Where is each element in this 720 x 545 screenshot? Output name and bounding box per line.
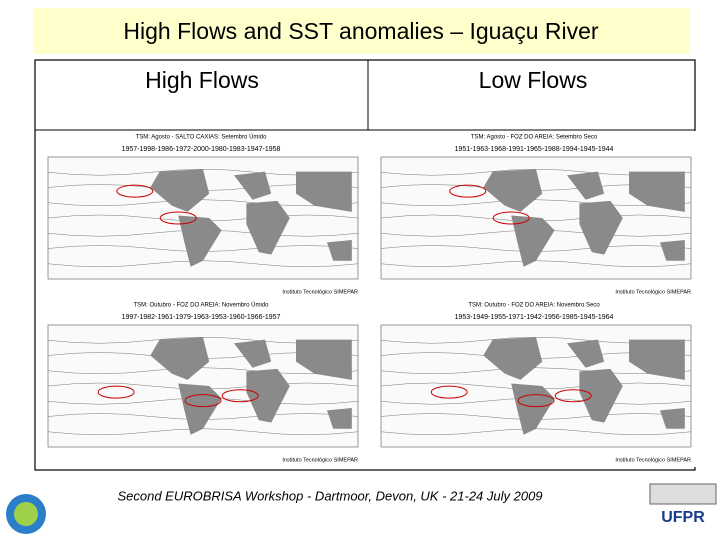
title-bar (33, 8, 690, 54)
continent (567, 171, 605, 200)
continent (296, 339, 352, 380)
continent (246, 368, 290, 423)
contour (47, 428, 359, 435)
continent (629, 171, 685, 212)
anomaly-contour (116, 184, 154, 198)
continent (567, 339, 605, 368)
continent (629, 339, 685, 380)
map-grid: TSM: Agosto - SALTO CAXIAS: Setembro Úmi… (36, 131, 699, 467)
map-years: 1951-1963-1968-1991-1965-1988-1994-1945-… (455, 146, 614, 153)
continent (178, 215, 222, 267)
map-credit: Instituto Tecnológico SIMEPAR (615, 289, 691, 295)
continent (579, 368, 623, 423)
anomaly-contour (184, 394, 222, 408)
anomaly-contour (159, 211, 197, 225)
anomaly-contour (430, 385, 468, 399)
continent (234, 171, 272, 200)
anomaly-contour (517, 394, 555, 408)
continent (234, 339, 272, 368)
logo-center (14, 502, 38, 526)
continent (246, 200, 290, 255)
continent (660, 407, 685, 429)
anomaly-contour (554, 389, 592, 403)
map-credit: Instituto Tecnológico SIMEPAR (282, 457, 358, 463)
anomaly-contour (449, 184, 487, 198)
logo-right: UFPR (649, 483, 717, 526)
slide-title: High Flows and SST anomalies – Iguaçu Ri… (123, 18, 598, 44)
map-panel: TSM: Outubro - FOZ DO AREIA: Novembro Se… (369, 299, 699, 467)
continent (483, 337, 543, 380)
logo-building (649, 483, 717, 505)
contour (380, 199, 692, 206)
footer-text: Second EUROBRISA Workshop - Dartmoor, De… (117, 488, 542, 503)
contour (47, 199, 359, 206)
contour (380, 367, 692, 374)
continent (327, 407, 352, 429)
anomaly-contour (221, 389, 259, 403)
continent (150, 169, 210, 212)
map-title: TSM: Agosto - SALTO CAXIAS: Setembro Úmi… (136, 134, 267, 141)
continent (296, 171, 352, 212)
contour (47, 367, 359, 374)
continent (511, 215, 555, 267)
contour (380, 428, 692, 435)
map-panel: TSM: Agosto - SALTO CAXIAS: Setembro Úmi… (36, 131, 366, 299)
continent (660, 239, 685, 261)
anomaly-contour (97, 385, 135, 399)
map-years: 1997-1982-1961-1979-1963-1953-1960-1966-… (122, 314, 281, 321)
anomaly-contour (492, 211, 530, 225)
map-years: 1953-1949-1955-1971-1942-1956-1985-1945-… (455, 314, 614, 321)
map-panel: TSM: Agosto - FOZ DO AREIA: Setembro Sec… (369, 131, 699, 299)
map-title: TSM: Outubro - FOZ DO AREIA: Novembro Se… (468, 303, 600, 309)
map-credit: Instituto Tecnológico SIMEPAR (282, 289, 358, 295)
column-header: High Flows (145, 67, 259, 93)
continent (327, 239, 352, 261)
map-years: 1957-1998-1986-1972-2000-1980-1983-1947-… (122, 146, 281, 153)
map-credit: Instituto Tecnológico SIMEPAR (615, 457, 691, 463)
map-title: TSM: Outubro - FOZ DO AREIA: Novembro Úm… (133, 302, 269, 309)
logo-text: UFPR (661, 509, 705, 526)
map-title: TSM: Agosto - FOZ DO AREIA: Setembro Sec… (471, 135, 598, 141)
continent (579, 200, 623, 255)
logo-left (6, 494, 46, 534)
continent (483, 169, 543, 212)
continent (150, 337, 210, 380)
map-panel: TSM: Outubro - FOZ DO AREIA: Novembro Úm… (36, 299, 366, 467)
contour (380, 260, 692, 267)
contour (47, 260, 359, 267)
column-header: Low Flows (479, 67, 588, 93)
